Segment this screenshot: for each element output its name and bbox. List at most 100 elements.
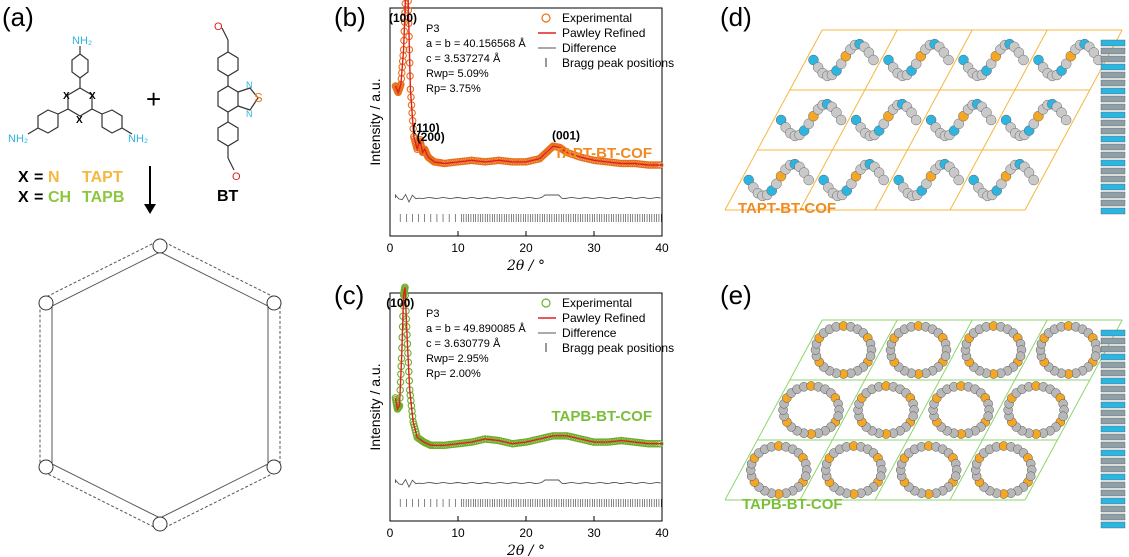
panel-e-label: (e) xyxy=(720,280,752,310)
chart-title: TAPT-BT-COF xyxy=(554,145,652,162)
ring-x-2: X xyxy=(89,91,96,102)
difference-line xyxy=(394,478,661,489)
cof-nodes xyxy=(38,238,282,532)
svg-text:Difference: Difference xyxy=(562,326,617,340)
cell-grid-line xyxy=(874,29,973,211)
bt-n-2: N xyxy=(246,109,253,119)
pawley-refined-line xyxy=(394,0,662,166)
x-tick-label: 30 xyxy=(587,526,601,540)
fit-param: a = b = 49.890085 Å xyxy=(426,322,526,335)
cof-node-0 xyxy=(152,238,168,254)
tapb-structure-view xyxy=(724,319,1126,529)
x-tick-label: 10 xyxy=(451,241,465,255)
fit-param: Rwp= 2.95% xyxy=(426,353,489,365)
legend-item: Difference xyxy=(538,41,617,55)
svg-text:Experimental: Experimental xyxy=(562,296,632,310)
peak-label: (100) xyxy=(386,296,414,310)
bt-label: BT xyxy=(217,188,239,205)
structure-d-label: TAPT-BT-COF xyxy=(738,200,837,217)
amine-right: NH₂ xyxy=(128,133,148,145)
cof-node-3 xyxy=(152,516,168,532)
framework-atoms xyxy=(743,38,1104,202)
panel-c-label: (c) xyxy=(334,280,365,310)
legend-item: Experimental xyxy=(541,11,632,25)
side-view-stack xyxy=(1100,329,1126,529)
cell-grid-line xyxy=(949,319,1048,501)
bt-n-1: N xyxy=(246,80,253,90)
eq-2: = xyxy=(34,189,43,206)
fit-param: c = 3.537274 Å xyxy=(426,52,501,65)
x-tick-label: 10 xyxy=(451,526,465,540)
svg-text:Pawley Refined: Pawley Refined xyxy=(562,311,645,325)
x-tick-label: 0 xyxy=(387,241,394,255)
chart-title: TAPB-BT-COF xyxy=(551,408,652,425)
x-tick-label: 40 xyxy=(655,241,669,255)
fit-param: Rwp= 5.09% xyxy=(426,68,489,80)
cell-grid-line xyxy=(949,29,1048,211)
bt-o-bottom: O xyxy=(232,171,241,183)
fit-param: c = 3.630779 Å xyxy=(426,337,501,350)
amine-left: NH₂ xyxy=(8,133,28,145)
pawley-refined-line xyxy=(394,287,662,446)
eq-1: = xyxy=(34,169,43,186)
side-view-stack xyxy=(1100,39,1126,215)
triamine-monomer xyxy=(27,46,133,135)
experimental-point xyxy=(560,147,569,155)
scheme-svg: NH₂ NH₂ NH₂ X X X + O O S N N BT X = N T… xyxy=(8,21,282,532)
x-tick-label: 20 xyxy=(519,241,533,255)
ring-x-1: X xyxy=(63,91,70,102)
x-ch: CH xyxy=(48,189,71,206)
y-axis-label: Intensity / a.u. xyxy=(367,363,383,450)
legend-item: Difference xyxy=(538,326,617,340)
peak-label: (110) xyxy=(412,121,439,135)
structure-e-label: TAPB-BT-COF xyxy=(742,496,843,513)
svg-text:Experimental: Experimental xyxy=(562,11,632,25)
x-tick-label: 30 xyxy=(587,241,601,255)
x-label-2: X xyxy=(18,189,29,206)
panel-b-label: (b) xyxy=(334,2,366,32)
cell-grid-line xyxy=(724,319,823,501)
legend-item: Bragg peak positions xyxy=(545,56,674,70)
svg-text:Pawley Refined: Pawley Refined xyxy=(562,26,645,40)
fit-param: P3 xyxy=(426,308,439,320)
x-tick-label: 20 xyxy=(519,526,533,540)
x-tick-label: 0 xyxy=(387,526,394,540)
legend-item: Pawley Refined xyxy=(538,311,645,325)
amine-top: NH₂ xyxy=(72,35,92,47)
peak-label: (001) xyxy=(552,129,580,143)
cof-hexagon-fragment xyxy=(39,239,281,531)
x-axis-label: 2θ / ° xyxy=(506,543,545,557)
cell-grid-line xyxy=(799,319,898,501)
x-label-1: X xyxy=(18,169,29,186)
fit-param: a = b = 40.156568 Å xyxy=(426,37,526,50)
svg-text:Bragg peak positions: Bragg peak positions xyxy=(562,341,674,355)
peak-label: (200) xyxy=(417,130,445,144)
cell-grid-line xyxy=(874,319,973,501)
cof-node-2 xyxy=(266,459,282,475)
reaction-arrowhead xyxy=(144,204,156,214)
svg-text:Difference: Difference xyxy=(562,41,617,55)
legend-item: Experimental xyxy=(541,296,632,310)
fit-param: Rp= 2.00% xyxy=(426,368,481,380)
bt-sulfur: S xyxy=(254,90,263,105)
pxrd-chart-tapb: 0 10 20 30 40 2θ / ° Intensity / a.u. (100) P3 a … xyxy=(367,283,674,557)
tapt-label: TAPT xyxy=(82,169,123,186)
y-axis-label: Intensity / a.u. xyxy=(367,78,383,165)
ring-x-3: X xyxy=(76,115,83,126)
cof-node-1 xyxy=(266,295,282,311)
panel-a-label: (a) xyxy=(2,2,34,32)
bt-monomer xyxy=(217,27,259,171)
legend-item: Pawley Refined xyxy=(538,26,645,40)
x-axis-label: 2θ / ° xyxy=(506,258,545,274)
cof-node-5 xyxy=(38,295,54,311)
peak-label: (100) xyxy=(389,11,417,25)
framework-atoms xyxy=(745,321,1102,499)
tapt-structure-view xyxy=(724,29,1126,215)
pxrd-chart-tapt: 0 10 20 30 40 2θ / ° Intensity / a.u. (100) (110… xyxy=(367,0,674,274)
x-n: N xyxy=(48,169,60,186)
cell-grid-line xyxy=(724,29,823,211)
bt-o-top: O xyxy=(214,21,223,33)
tapb-label: TAPB xyxy=(82,189,124,206)
cof-node-4 xyxy=(38,459,54,475)
fit-param: P3 xyxy=(426,23,439,35)
